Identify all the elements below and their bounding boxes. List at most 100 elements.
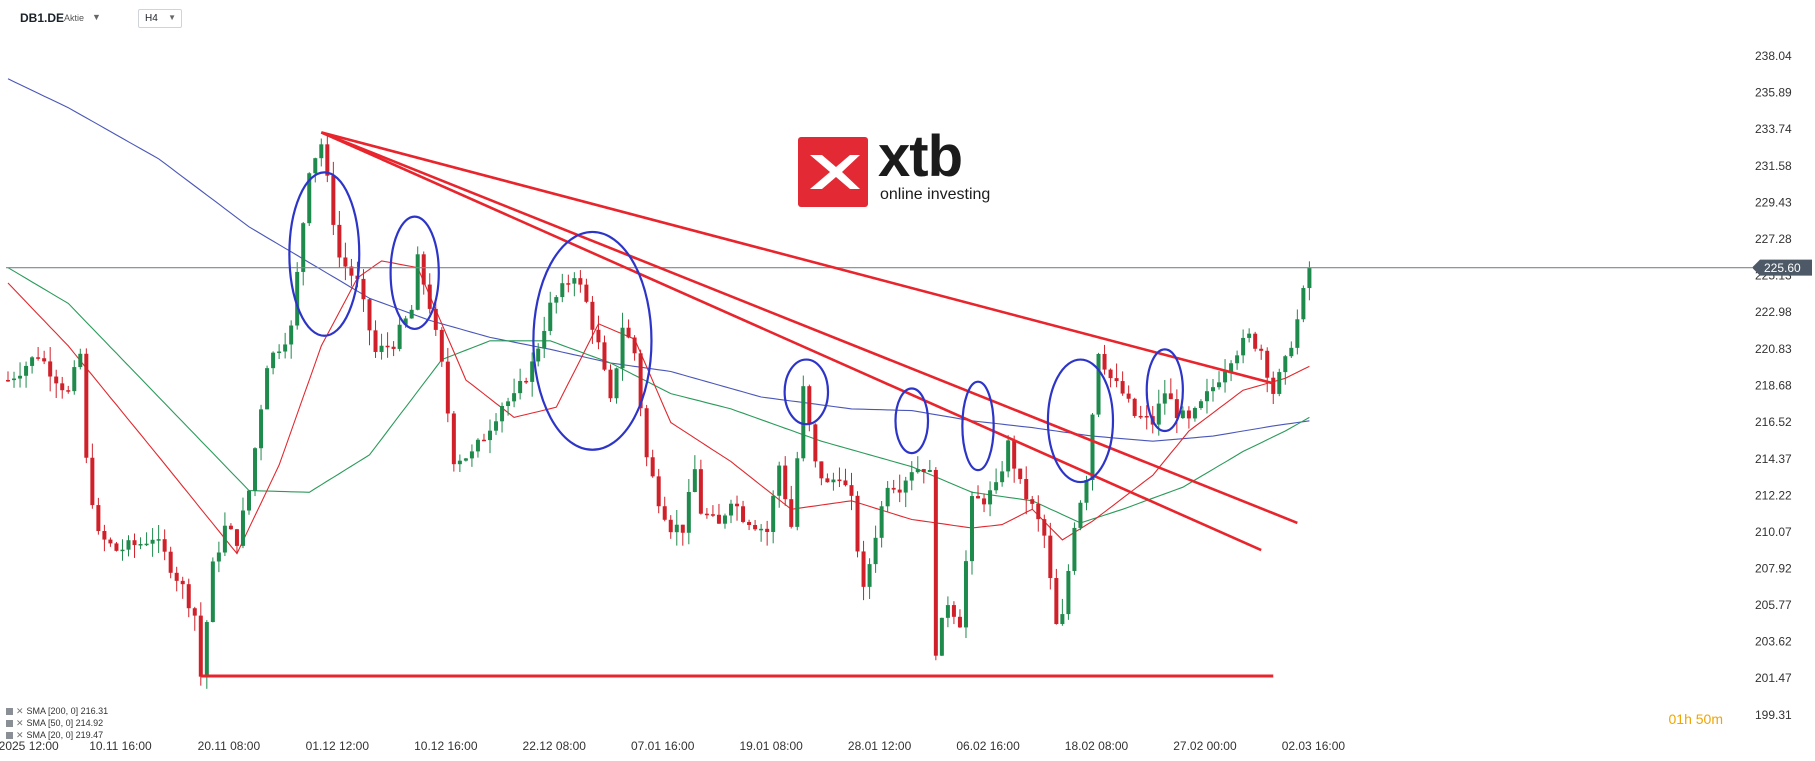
candle-body [1223,371,1228,383]
candle-body [1084,480,1089,503]
candle-body [1138,415,1143,418]
time-axis: 30.10.2025 12:00 10.11 16:00 20.11 08:00 01… [0,739,1345,753]
candle-body [222,525,227,553]
candle [855,491,860,558]
candle [873,525,878,573]
candle-body [1198,401,1203,409]
close-icon[interactable]: ✕ [16,718,24,728]
candle-body [825,478,830,483]
candle [240,497,245,549]
candle-body [367,299,372,331]
candle [500,402,505,433]
candle [1000,461,1005,487]
candle-body [42,358,47,362]
chevron-down-icon[interactable]: ▼ [92,12,101,22]
candle [373,320,378,358]
candle-body [1114,378,1119,382]
candle [24,361,29,388]
candle-body [361,278,366,300]
candle [114,542,119,552]
candle [42,350,47,365]
candle-body [506,401,511,407]
candle-body [379,345,384,352]
candle-body [843,480,848,486]
legend-item[interactable]: ✕ SMA [200, 0] 216.31 [6,705,108,717]
candle [1247,328,1252,343]
candle [1054,568,1059,625]
candle-body [457,460,462,465]
candle-body [210,561,215,623]
candle [644,404,649,467]
legend-item[interactable]: ✕ SMA [50, 0] 214.92 [6,717,108,729]
indicator-legend: ✕ SMA [200, 0] 216.31 ✕ SMA [50, 0] 214.… [6,705,108,741]
candle [72,360,77,395]
candle [36,347,41,361]
candle [1132,397,1137,418]
candle [228,523,233,530]
candle-body [795,458,800,527]
candle [481,433,486,442]
candle [1259,344,1264,360]
symbol-label[interactable]: DB1.DE [20,11,65,25]
candle [656,468,661,514]
candle [494,413,499,435]
timeframe-select[interactable]: H4 ▼ [138,9,182,28]
candle [590,296,595,344]
candle-body [1030,499,1035,504]
candle-body [909,472,914,481]
candle [626,319,631,339]
candle [247,489,251,515]
candle-body [427,284,432,309]
candle-body [548,302,553,331]
candle [879,501,884,548]
candle-body [186,584,191,609]
candle-body [319,144,324,159]
candle [1030,495,1035,510]
drawings-layer [6,131,1752,678]
candle-body [307,173,312,224]
candle-body [259,409,264,449]
close-icon[interactable]: ✕ [16,730,24,740]
candle [475,438,480,458]
candle [18,362,23,388]
candle [162,529,167,561]
candle [789,485,794,529]
x-tick-label: 10.11 16:00 [89,739,152,753]
candle [1096,352,1101,418]
candle [903,476,908,508]
candle [560,273,565,303]
candle-body [421,254,426,285]
candle [391,341,396,357]
candle [1174,389,1179,434]
candle [976,485,981,499]
candle-body [584,284,589,302]
candle-body [855,495,860,552]
candle [1066,564,1071,620]
candle-body [72,367,77,392]
legend-item[interactable]: ✕ SMA [20, 0] 219.47 [6,729,108,741]
candle-body [704,513,709,516]
candle-body [1229,363,1234,372]
y-tick-label: 205.77 [1755,598,1792,612]
candle [66,385,71,394]
candle-body [198,615,203,677]
candle [427,273,432,314]
y-tick-label: 233.74 [1755,122,1792,136]
candle [488,419,492,454]
candle-body [741,506,746,522]
candle-body [957,616,962,628]
close-icon[interactable]: ✕ [16,706,24,716]
candle-body [777,465,782,496]
candle [849,472,854,511]
candle [825,473,830,483]
candle-body [1000,471,1005,483]
candle-body [710,514,715,516]
candle [30,356,35,374]
candle [982,493,987,513]
y-tick-label: 220.83 [1755,342,1792,356]
candle [54,369,59,398]
candle [1204,378,1209,414]
candle [1126,385,1131,403]
candle-body [228,525,233,530]
